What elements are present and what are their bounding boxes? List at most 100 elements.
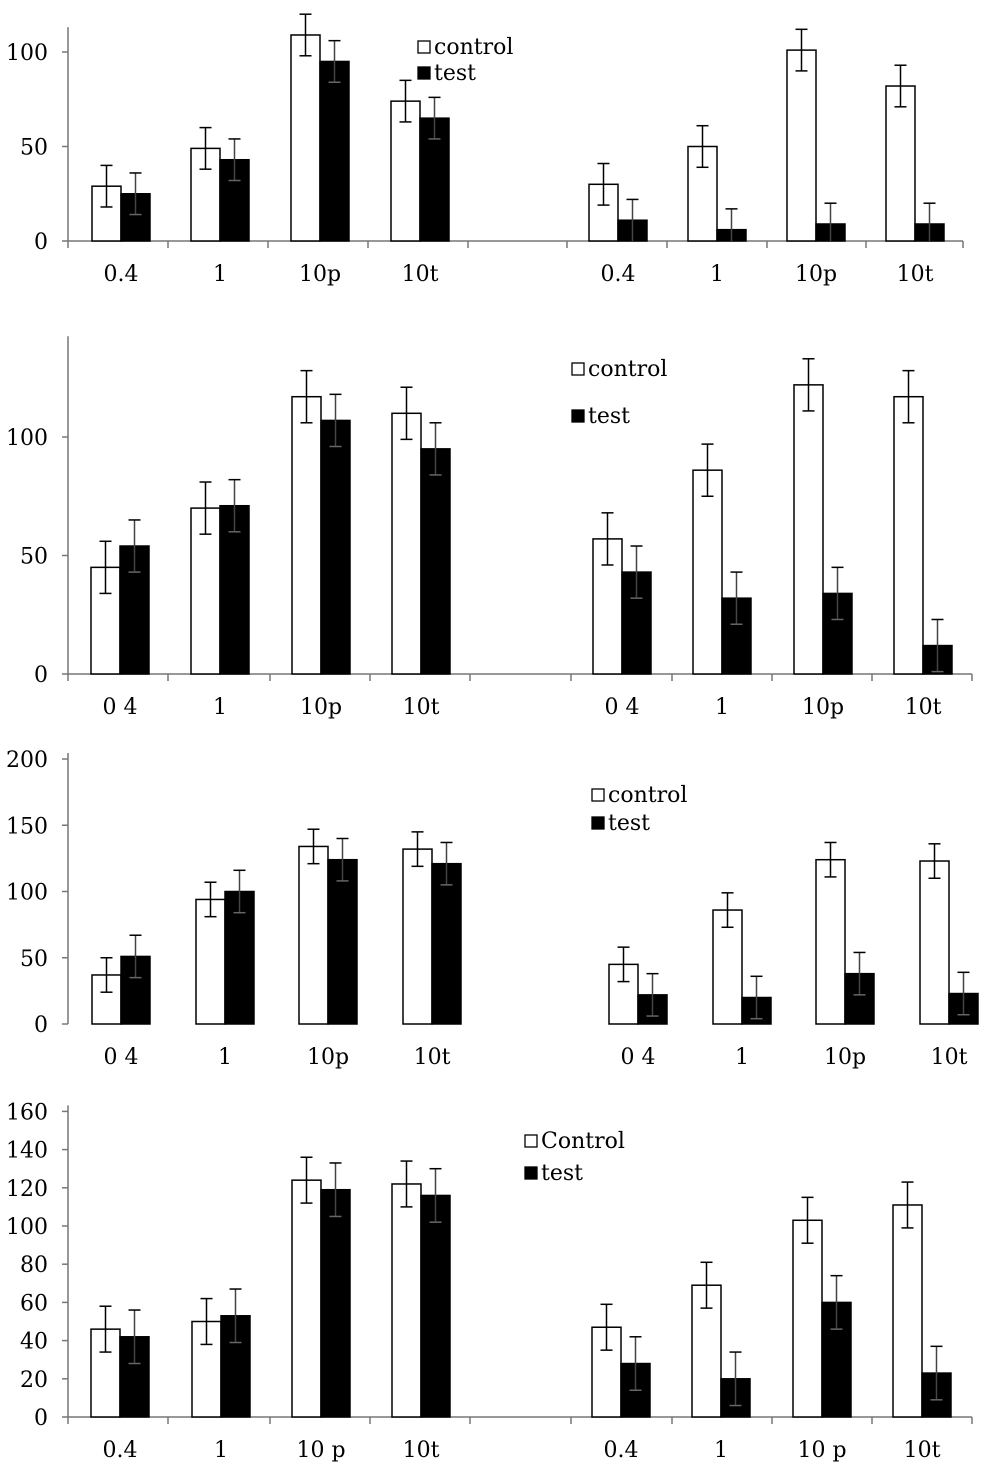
category-label: 10 p xyxy=(797,1438,846,1463)
category-label: 10t xyxy=(905,695,942,720)
y-tick-label: 20 xyxy=(20,1368,48,1393)
category-label: 0 4 xyxy=(605,695,640,720)
y-tick-label: 50 xyxy=(20,545,48,570)
control-bar xyxy=(792,1219,823,1418)
chart-panel-4: 0 20 40 60 80 100 120 140 160 0.4 1 10 p 10t 0.4 1 10 p… xyxy=(6,1100,973,1463)
category-label: 1 xyxy=(213,695,227,720)
test-bar xyxy=(319,60,350,242)
test-bar xyxy=(420,1194,451,1418)
control-legend-swatch xyxy=(571,362,585,376)
legend-label: control xyxy=(588,357,667,382)
category-label: 10t xyxy=(414,1045,451,1070)
test-bar xyxy=(320,1188,351,1418)
control-bar xyxy=(291,1179,322,1418)
category-label: 10 p xyxy=(296,1438,345,1463)
control-bar xyxy=(919,860,950,1025)
category-label: 10p xyxy=(300,695,342,720)
y-tick-label: 40 xyxy=(20,1330,48,1355)
test-legend-swatch xyxy=(571,409,585,423)
control-bar xyxy=(786,49,817,242)
category-label: 1 xyxy=(715,695,729,720)
control-bar xyxy=(712,909,743,1025)
y-tick-label: 80 xyxy=(20,1253,48,1278)
control-bar xyxy=(815,858,846,1025)
legend-label: test xyxy=(434,61,476,86)
y-tick-label: 60 xyxy=(20,1291,48,1316)
control-legend-swatch xyxy=(417,40,431,54)
control-bar xyxy=(893,395,924,675)
y-tick-label: 150 xyxy=(6,814,48,839)
test-bar xyxy=(420,448,451,675)
control-bar xyxy=(290,34,321,242)
legend-label: control xyxy=(608,783,687,808)
legend-label: control xyxy=(434,35,513,60)
category-label: 10p xyxy=(795,262,837,287)
test-legend-swatch xyxy=(524,1166,538,1180)
category-label: 0.4 xyxy=(103,1438,138,1463)
control-bar xyxy=(892,1204,923,1418)
y-tick-label: 100 xyxy=(6,881,48,906)
category-label: 0 4 xyxy=(103,695,138,720)
category-label: 10p xyxy=(802,695,844,720)
legend-label: test xyxy=(588,404,630,429)
y-tick-label: 140 xyxy=(6,1139,48,1164)
legend-label: test xyxy=(541,1161,583,1186)
y-tick-label: 200 xyxy=(6,748,48,773)
category-label: 10p xyxy=(307,1045,349,1070)
control-bar xyxy=(291,395,322,675)
chart-panel-3: 0 50 100 150 200 0 4 1 10p 10t 0 4 1 10p 10t control t… xyxy=(6,748,979,1070)
control-bar xyxy=(402,848,433,1025)
control-bar xyxy=(195,898,226,1025)
control-bar xyxy=(391,412,422,675)
y-tick-label: 50 xyxy=(20,136,48,161)
test-legend-swatch xyxy=(591,816,605,830)
category-label: 10t xyxy=(402,262,439,287)
y-tick-label: 100 xyxy=(6,41,48,66)
control-legend-swatch xyxy=(591,788,605,802)
legend-label: test xyxy=(608,811,650,836)
category-label: 0.4 xyxy=(104,262,139,287)
chart-panel-2: 0 50 100 0 4 1 10p 10t 0 4 1 10p 10t control test xyxy=(6,336,973,720)
category-label: 0.4 xyxy=(604,1438,639,1463)
category-label: 1 xyxy=(710,262,724,287)
category-label: 1 xyxy=(218,1045,232,1070)
category-label: 0 4 xyxy=(621,1045,656,1070)
test-bar xyxy=(327,858,358,1025)
y-tick-label: 0 xyxy=(34,1406,48,1431)
category-label: 1 xyxy=(214,1438,228,1463)
category-label: 10t xyxy=(403,1438,440,1463)
test-bar xyxy=(431,862,462,1025)
test-bar xyxy=(320,419,351,675)
category-label: 10t xyxy=(904,1438,941,1463)
test-bar xyxy=(224,890,255,1025)
y-tick-label: 0 xyxy=(34,1013,48,1038)
category-label: 10t xyxy=(403,695,440,720)
y-tick-label: 100 xyxy=(6,426,48,451)
control-bar xyxy=(390,100,421,242)
control-bar xyxy=(298,845,329,1025)
control-bar xyxy=(885,85,916,242)
category-label: 10p xyxy=(824,1045,866,1070)
y-tick-label: 160 xyxy=(6,1100,48,1125)
y-tick-label: 0 xyxy=(34,230,48,255)
test-bar xyxy=(119,1336,150,1418)
category-label: 0 4 xyxy=(104,1045,139,1070)
control-bar xyxy=(793,384,824,675)
control-bar xyxy=(692,469,723,675)
y-tick-label: 50 xyxy=(20,947,48,972)
category-label: 10t xyxy=(931,1045,968,1070)
category-label: 1 xyxy=(213,262,227,287)
y-tick-label: 0 xyxy=(34,663,48,688)
category-label: 1 xyxy=(735,1045,749,1070)
category-label: 0.4 xyxy=(601,262,636,287)
control-bar xyxy=(391,1183,422,1418)
control-legend-swatch xyxy=(524,1134,538,1148)
category-label: 10t xyxy=(897,262,934,287)
y-tick-label: 120 xyxy=(6,1177,48,1202)
legend-label: Control xyxy=(541,1129,625,1154)
y-tick-label: 100 xyxy=(6,1215,48,1240)
category-label: 10p xyxy=(299,262,341,287)
test-legend-swatch xyxy=(417,66,431,80)
